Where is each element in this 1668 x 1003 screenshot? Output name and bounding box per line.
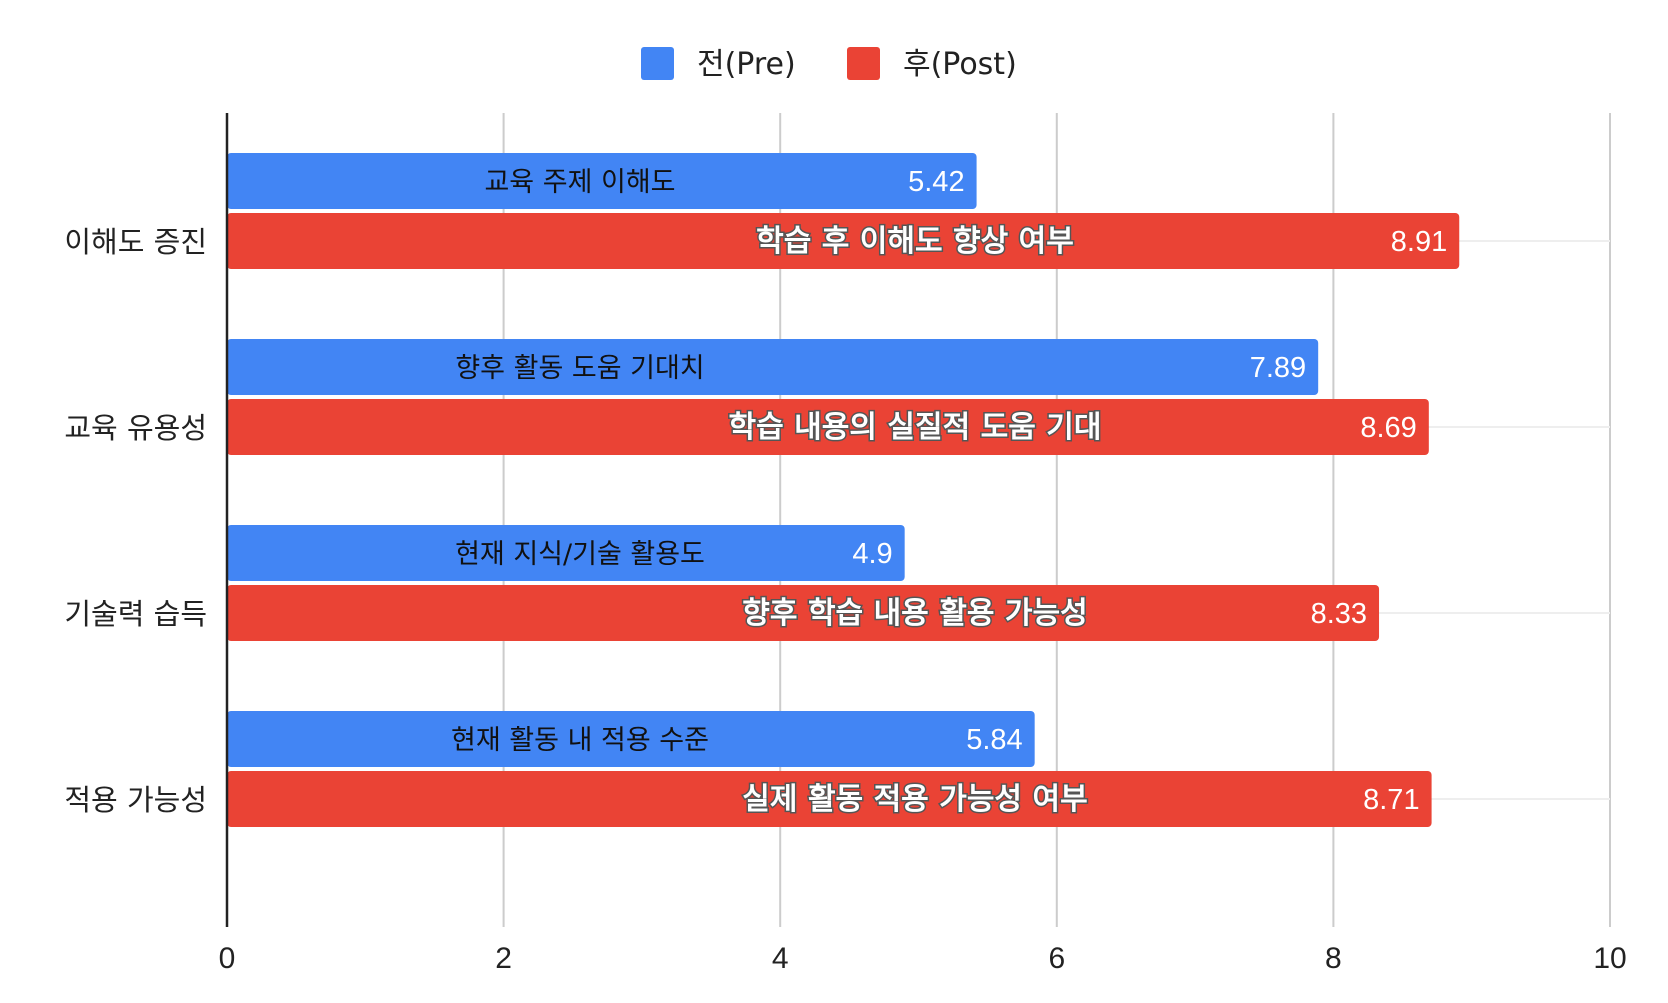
bar-value-label: 5.42 — [908, 166, 964, 198]
x-tick-label-10: 10 — [1593, 942, 1626, 975]
bar-pre — [227, 339, 1319, 395]
bar-value-label: 5.84 — [966, 724, 1022, 756]
bar-value-label: 7.89 — [1250, 352, 1306, 384]
legend-swatch-post — [847, 47, 880, 80]
bar-pre — [227, 153, 977, 209]
legend-label-post: 후(Post) — [903, 47, 1017, 82]
bar-annotation: 향후 학습 내용 활용 가능성 — [742, 596, 1087, 631]
bar-annotation: 학습 후 이해도 향상 여부 — [756, 224, 1074, 259]
bar-post — [227, 771, 1432, 827]
bar-post — [227, 213, 1460, 269]
bar-value-label: 8.69 — [1360, 412, 1416, 444]
legend-label-pre: 전(Pre) — [697, 47, 796, 82]
category-label: 기술력 습득 — [64, 597, 207, 631]
category-label: 교육 유용성 — [64, 411, 207, 445]
bar-pre — [227, 711, 1035, 767]
x-tick-label-4: 4 — [772, 942, 789, 975]
bar-value-label: 4.9 — [852, 538, 892, 570]
bar-annotation: 교육 주제 이해도 — [484, 167, 675, 198]
bars: 5.42 교육 주제 이해도 8.91 학습 후 이해도 향상 여부 7.89 향후 활동… — [227, 153, 1460, 827]
legend-swatch-pre — [641, 47, 674, 80]
x-tick-label-0: 0 — [219, 942, 236, 975]
bar-value-label: 8.91 — [1391, 226, 1447, 258]
bar-value-label: 8.71 — [1363, 784, 1419, 816]
bar-value-label: 8.33 — [1311, 598, 1367, 630]
bar-annotation: 학습 내용의 실질적 도움 기대 — [729, 410, 1102, 445]
category-label: 이해도 증진 — [64, 225, 207, 259]
x-tick-label-6: 6 — [1048, 942, 1065, 975]
bar-annotation: 향후 활동 도움 기대치 — [455, 353, 704, 384]
bar-post — [227, 399, 1429, 455]
bar-annotation: 현재 활동 내 적용 수준 — [451, 725, 709, 756]
bar-annotation: 실제 활동 적용 가능성 여부 — [742, 782, 1087, 817]
category-label: 적용 가능성 — [64, 783, 207, 817]
x-tick-label-2: 2 — [495, 942, 512, 975]
bar-annotation: 현재 지식/기술 활용도 — [455, 539, 705, 570]
x-tick-label-8: 8 — [1325, 942, 1342, 975]
legend: 전(Pre) 후(Post) — [641, 47, 1017, 82]
bar-post — [227, 585, 1380, 641]
bar-pre — [227, 525, 905, 581]
